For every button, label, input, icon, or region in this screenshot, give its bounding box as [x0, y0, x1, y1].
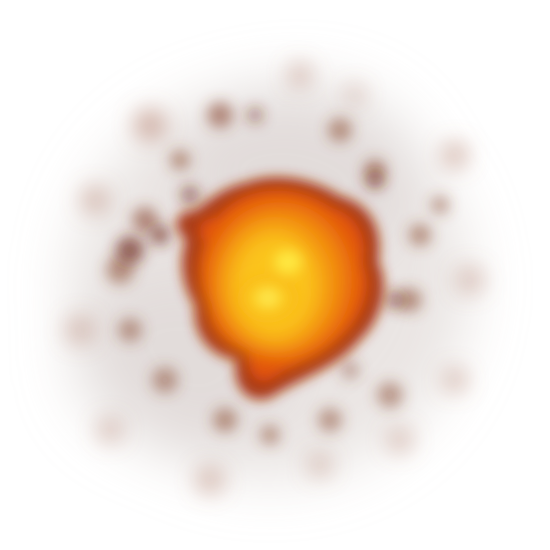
- debris-particle: [288, 63, 312, 87]
- debris-particle: [152, 367, 178, 393]
- debris-particle: [366, 171, 384, 189]
- debris-particle: [65, 315, 95, 345]
- debris-particle: [318, 408, 342, 432]
- debris-particle: [443, 368, 467, 392]
- debris-particle: [260, 425, 280, 445]
- debris-particle: [170, 150, 190, 170]
- debris-particle: [207, 102, 233, 128]
- debris-particle: [150, 225, 170, 245]
- debris-particle: [213, 408, 237, 432]
- debris-particle: [386, 291, 404, 309]
- debris-particle: [328, 118, 352, 142]
- fireball-core-shape: [274, 250, 302, 274]
- debris-field-mid: [106, 102, 449, 445]
- debris-particle: [196, 466, 224, 494]
- debris-particle: [132, 207, 158, 233]
- debris-particle: [81, 186, 109, 214]
- fireball-core-shape: [234, 272, 302, 324]
- debris-particle: [341, 361, 359, 379]
- debris-particle: [181, 186, 199, 204]
- debris-field-inner: [116, 107, 404, 309]
- debris-particle: [398, 288, 422, 312]
- debris-particle: [377, 382, 403, 408]
- debris-particle: [97, 417, 123, 443]
- debris-particle: [345, 85, 365, 105]
- debris-particle: [134, 109, 166, 141]
- debris-particle: [116, 236, 144, 264]
- debris-particle: [456, 266, 484, 294]
- debris-particle: [442, 142, 468, 168]
- debris-particle: [308, 453, 332, 477]
- fireball-core: [234, 250, 302, 324]
- debris-particle: [118, 318, 142, 342]
- debris-particle: [431, 196, 449, 214]
- debris-field-outer: [65, 63, 484, 494]
- debris-particle: [409, 224, 431, 246]
- debris-particle: [247, 107, 263, 123]
- debris-particle: [387, 427, 413, 453]
